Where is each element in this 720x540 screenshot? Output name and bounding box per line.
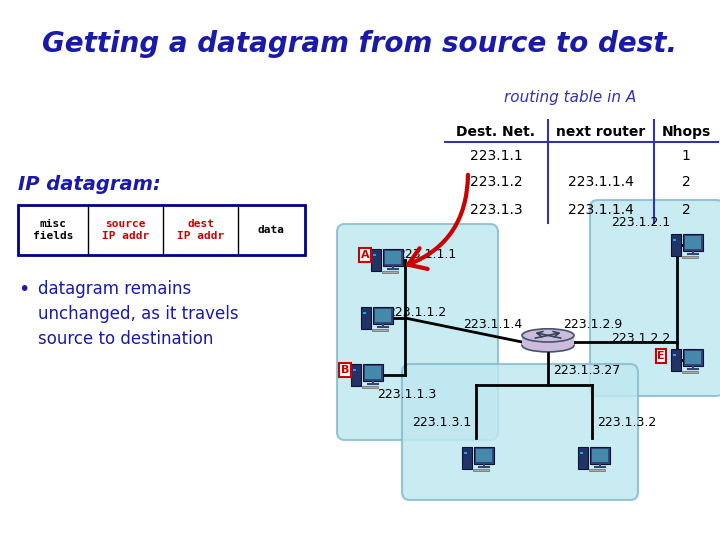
Bar xyxy=(682,370,698,373)
Bar xyxy=(363,312,366,314)
Text: data: data xyxy=(258,225,285,235)
Bar xyxy=(18,205,305,255)
Text: •: • xyxy=(18,280,30,299)
Bar xyxy=(373,307,393,324)
Text: datagram remains
unchanged, as it travels
source to destination: datagram remains unchanged, as it travel… xyxy=(38,280,238,348)
Text: 223.1.2.2: 223.1.2.2 xyxy=(611,332,670,345)
Bar xyxy=(383,249,403,266)
Text: 223.1.1.4: 223.1.1.4 xyxy=(568,176,634,190)
Text: IP datagram:: IP datagram: xyxy=(18,176,161,194)
FancyBboxPatch shape xyxy=(337,224,498,440)
Bar xyxy=(462,447,472,469)
Text: 223.1.1.1: 223.1.1.1 xyxy=(397,248,456,261)
Bar xyxy=(361,307,371,329)
Bar xyxy=(382,271,398,273)
Bar xyxy=(673,354,676,356)
Bar xyxy=(682,255,698,258)
Text: 223.1.1.4: 223.1.1.4 xyxy=(568,202,634,217)
Text: Dest. Net.: Dest. Net. xyxy=(456,125,536,139)
Bar xyxy=(673,239,676,241)
Text: 223.1.3: 223.1.3 xyxy=(469,202,522,217)
Bar xyxy=(474,447,494,464)
Bar xyxy=(373,254,376,255)
Bar xyxy=(671,349,681,371)
Bar xyxy=(578,447,588,469)
Text: 223.1.1.2: 223.1.1.2 xyxy=(387,307,446,320)
Text: source
IP addr: source IP addr xyxy=(102,219,149,241)
FancyArrowPatch shape xyxy=(408,175,468,269)
Text: Nhops: Nhops xyxy=(662,125,711,139)
Text: 223.1.3.1: 223.1.3.1 xyxy=(412,416,471,429)
Text: 1: 1 xyxy=(682,148,690,163)
Bar xyxy=(522,335,574,345)
Ellipse shape xyxy=(522,329,574,342)
Bar xyxy=(476,449,492,462)
Bar xyxy=(473,469,489,471)
Text: 223.1.2.1: 223.1.2.1 xyxy=(611,217,670,230)
Bar xyxy=(363,364,383,381)
Bar xyxy=(671,234,681,256)
Bar xyxy=(374,309,392,321)
Bar xyxy=(685,352,701,363)
Text: Getting a datagram from source to dest.: Getting a datagram from source to dest. xyxy=(42,30,678,58)
Bar xyxy=(683,349,703,366)
Bar xyxy=(589,469,605,471)
Text: B: B xyxy=(341,365,349,375)
Text: 223.1.3.2: 223.1.3.2 xyxy=(597,416,656,429)
Text: 223.1.1.3: 223.1.1.3 xyxy=(377,388,436,402)
Bar xyxy=(683,234,703,251)
Bar xyxy=(362,386,378,388)
Bar xyxy=(592,449,608,462)
Text: 223.1.1: 223.1.1 xyxy=(469,148,523,163)
Text: E: E xyxy=(657,351,665,361)
Bar xyxy=(351,364,361,386)
Text: misc
fields: misc fields xyxy=(32,219,73,241)
Text: 2: 2 xyxy=(682,176,690,190)
FancyBboxPatch shape xyxy=(402,364,638,500)
Text: 223.1.3.27: 223.1.3.27 xyxy=(553,363,620,376)
Text: A: A xyxy=(361,250,369,260)
Bar xyxy=(464,452,467,454)
Bar xyxy=(372,329,388,331)
Bar xyxy=(685,237,701,248)
Bar xyxy=(353,369,356,370)
Text: dest
IP addr: dest IP addr xyxy=(177,219,224,241)
Text: 2: 2 xyxy=(682,202,690,217)
Bar xyxy=(580,452,583,454)
FancyBboxPatch shape xyxy=(590,200,720,396)
Ellipse shape xyxy=(522,339,574,352)
Text: next router: next router xyxy=(557,125,646,139)
Text: routing table in A: routing table in A xyxy=(504,90,636,105)
Bar xyxy=(364,366,382,379)
Bar xyxy=(371,249,381,271)
Text: 223.1.2.9: 223.1.2.9 xyxy=(563,318,623,330)
Text: 223.1.2: 223.1.2 xyxy=(469,176,522,190)
Bar xyxy=(590,447,610,464)
Text: 223.1.1.4: 223.1.1.4 xyxy=(464,318,523,330)
Bar xyxy=(384,251,402,264)
